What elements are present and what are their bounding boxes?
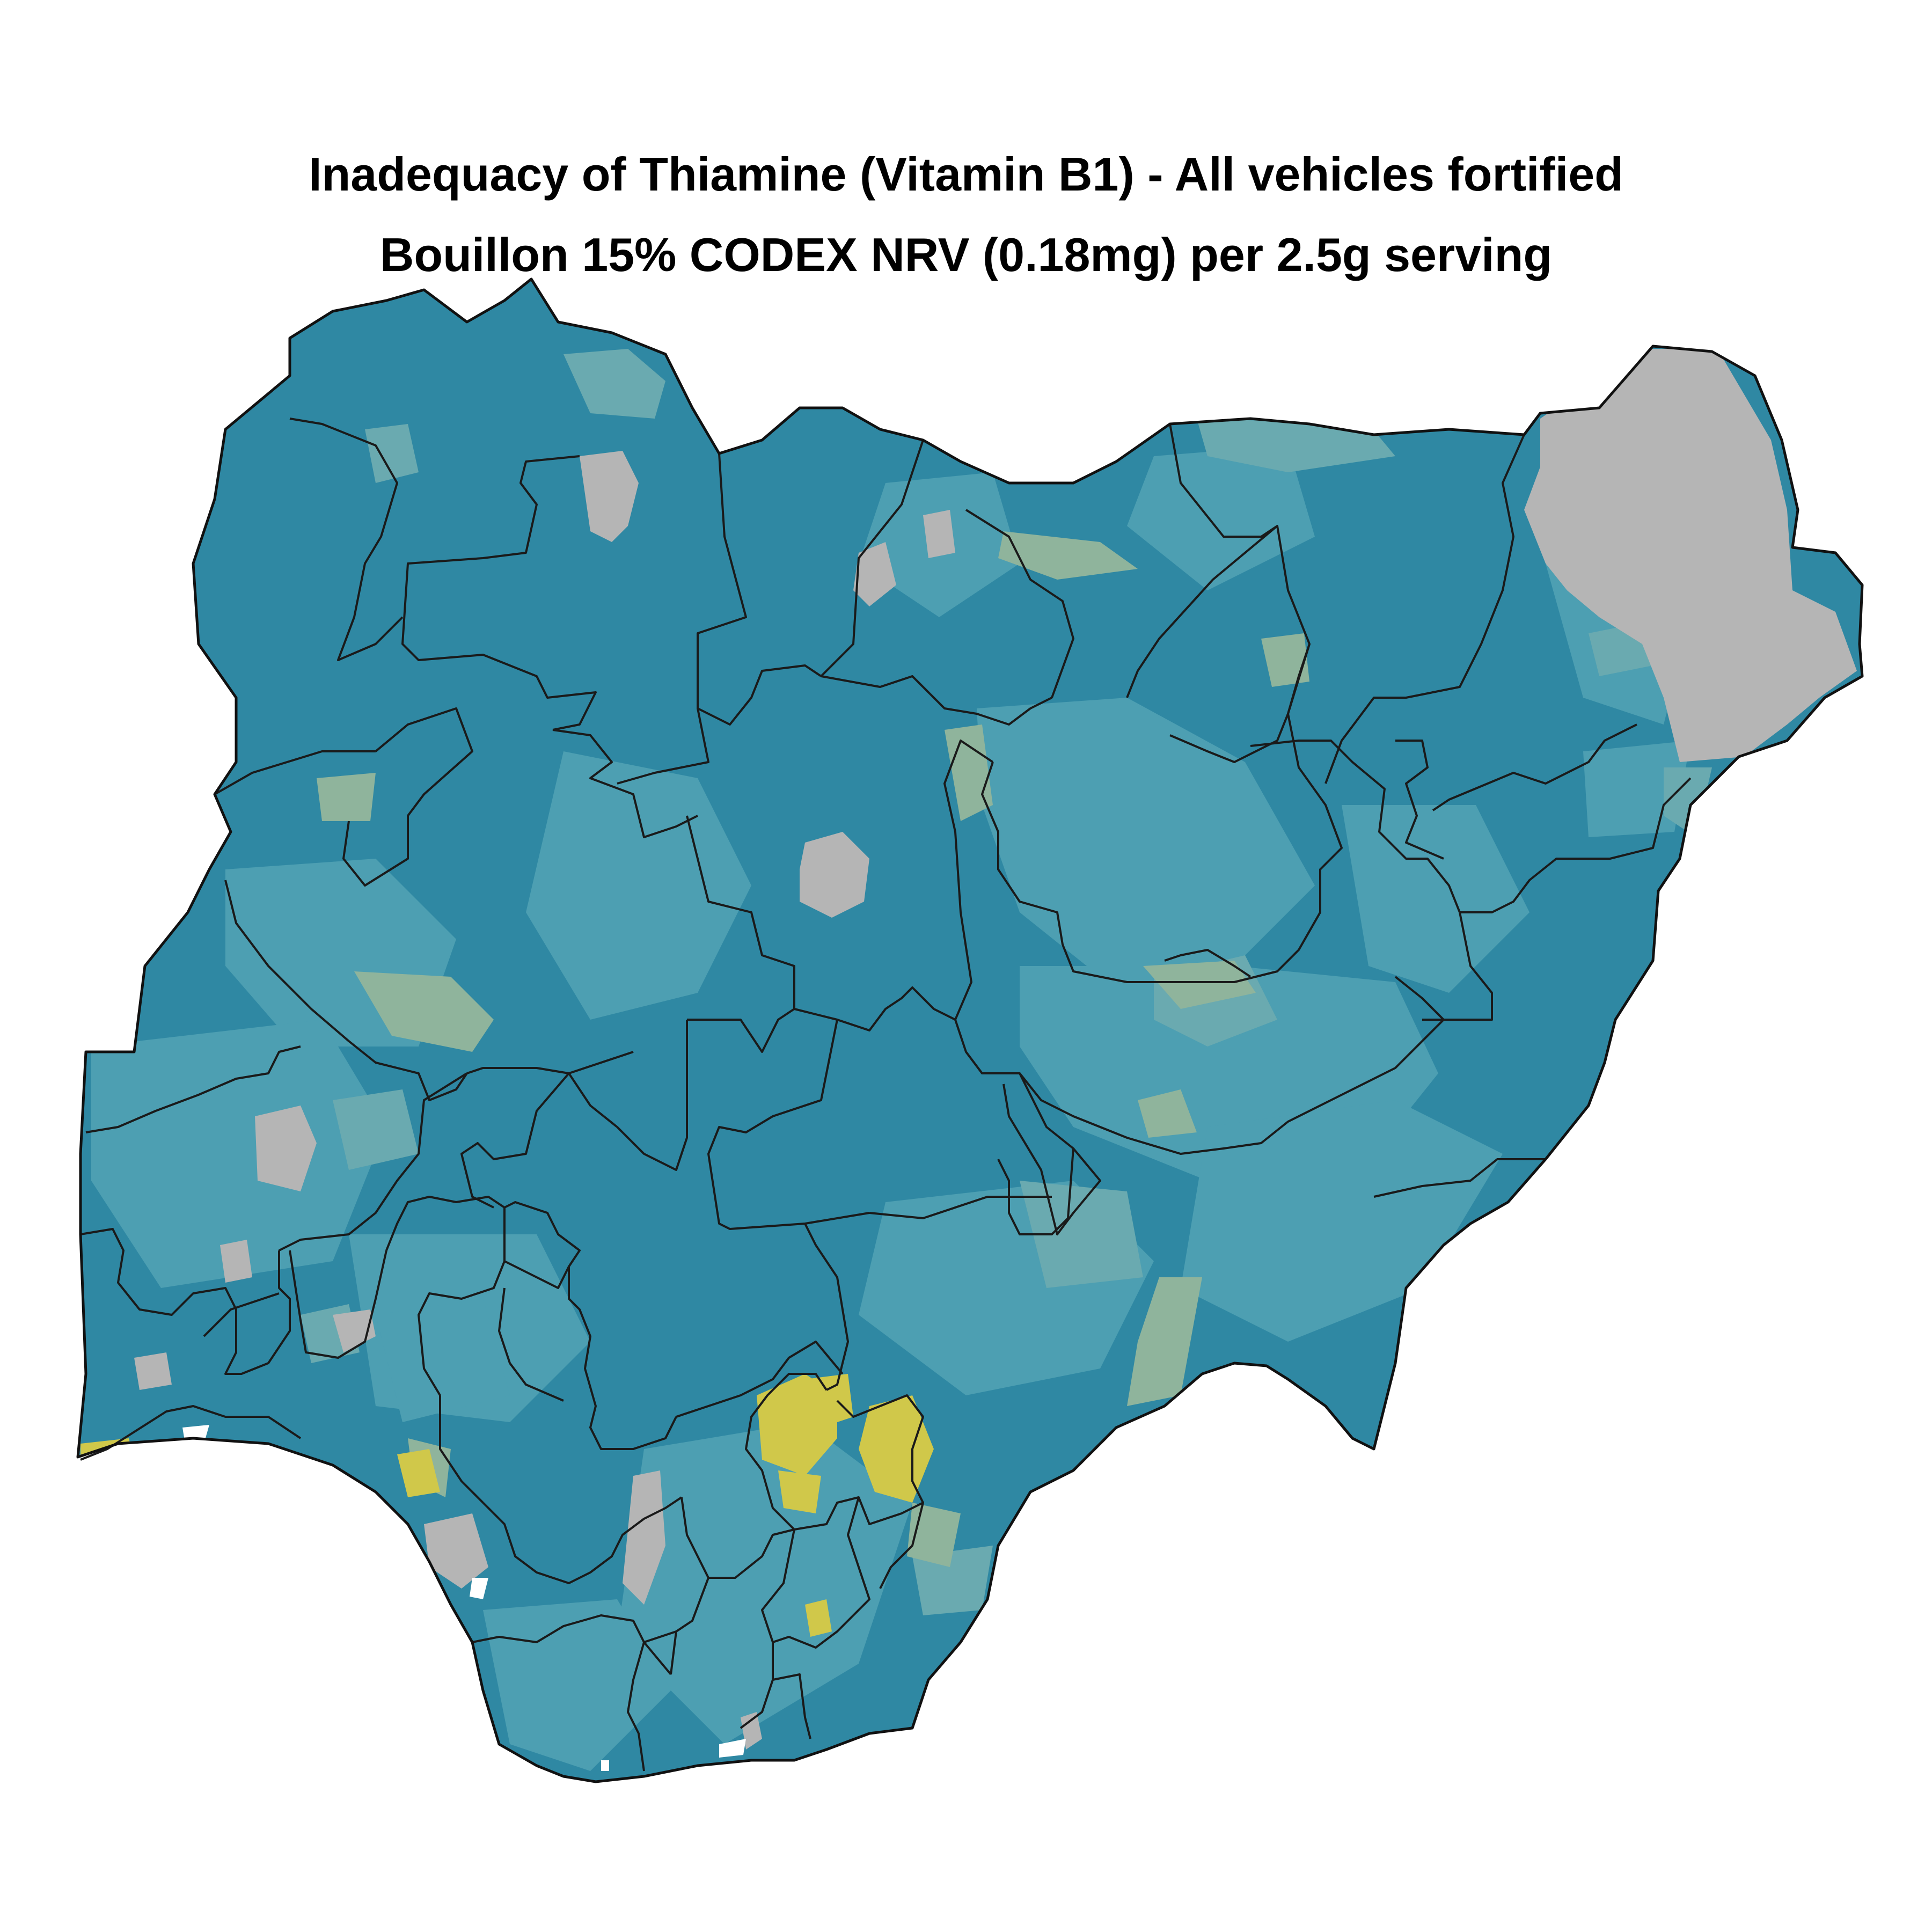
yellow-regions xyxy=(80,1374,934,1637)
missing-data-regions xyxy=(134,349,1857,1750)
lga-fill-layer xyxy=(78,279,1862,1782)
state-boundaries xyxy=(80,418,1692,1772)
pale-regions xyxy=(317,531,1309,1567)
map-title: Inadequacy of Thiamine (Vitamin B1) - Al… xyxy=(309,148,1623,201)
map-subtitle: Bouillon 15% CODEX NRV (0.18mg) per 2.5g… xyxy=(379,228,1553,281)
map-title-block: Inadequacy of Thiamine (Vitamin B1) - Al… xyxy=(0,134,1932,295)
